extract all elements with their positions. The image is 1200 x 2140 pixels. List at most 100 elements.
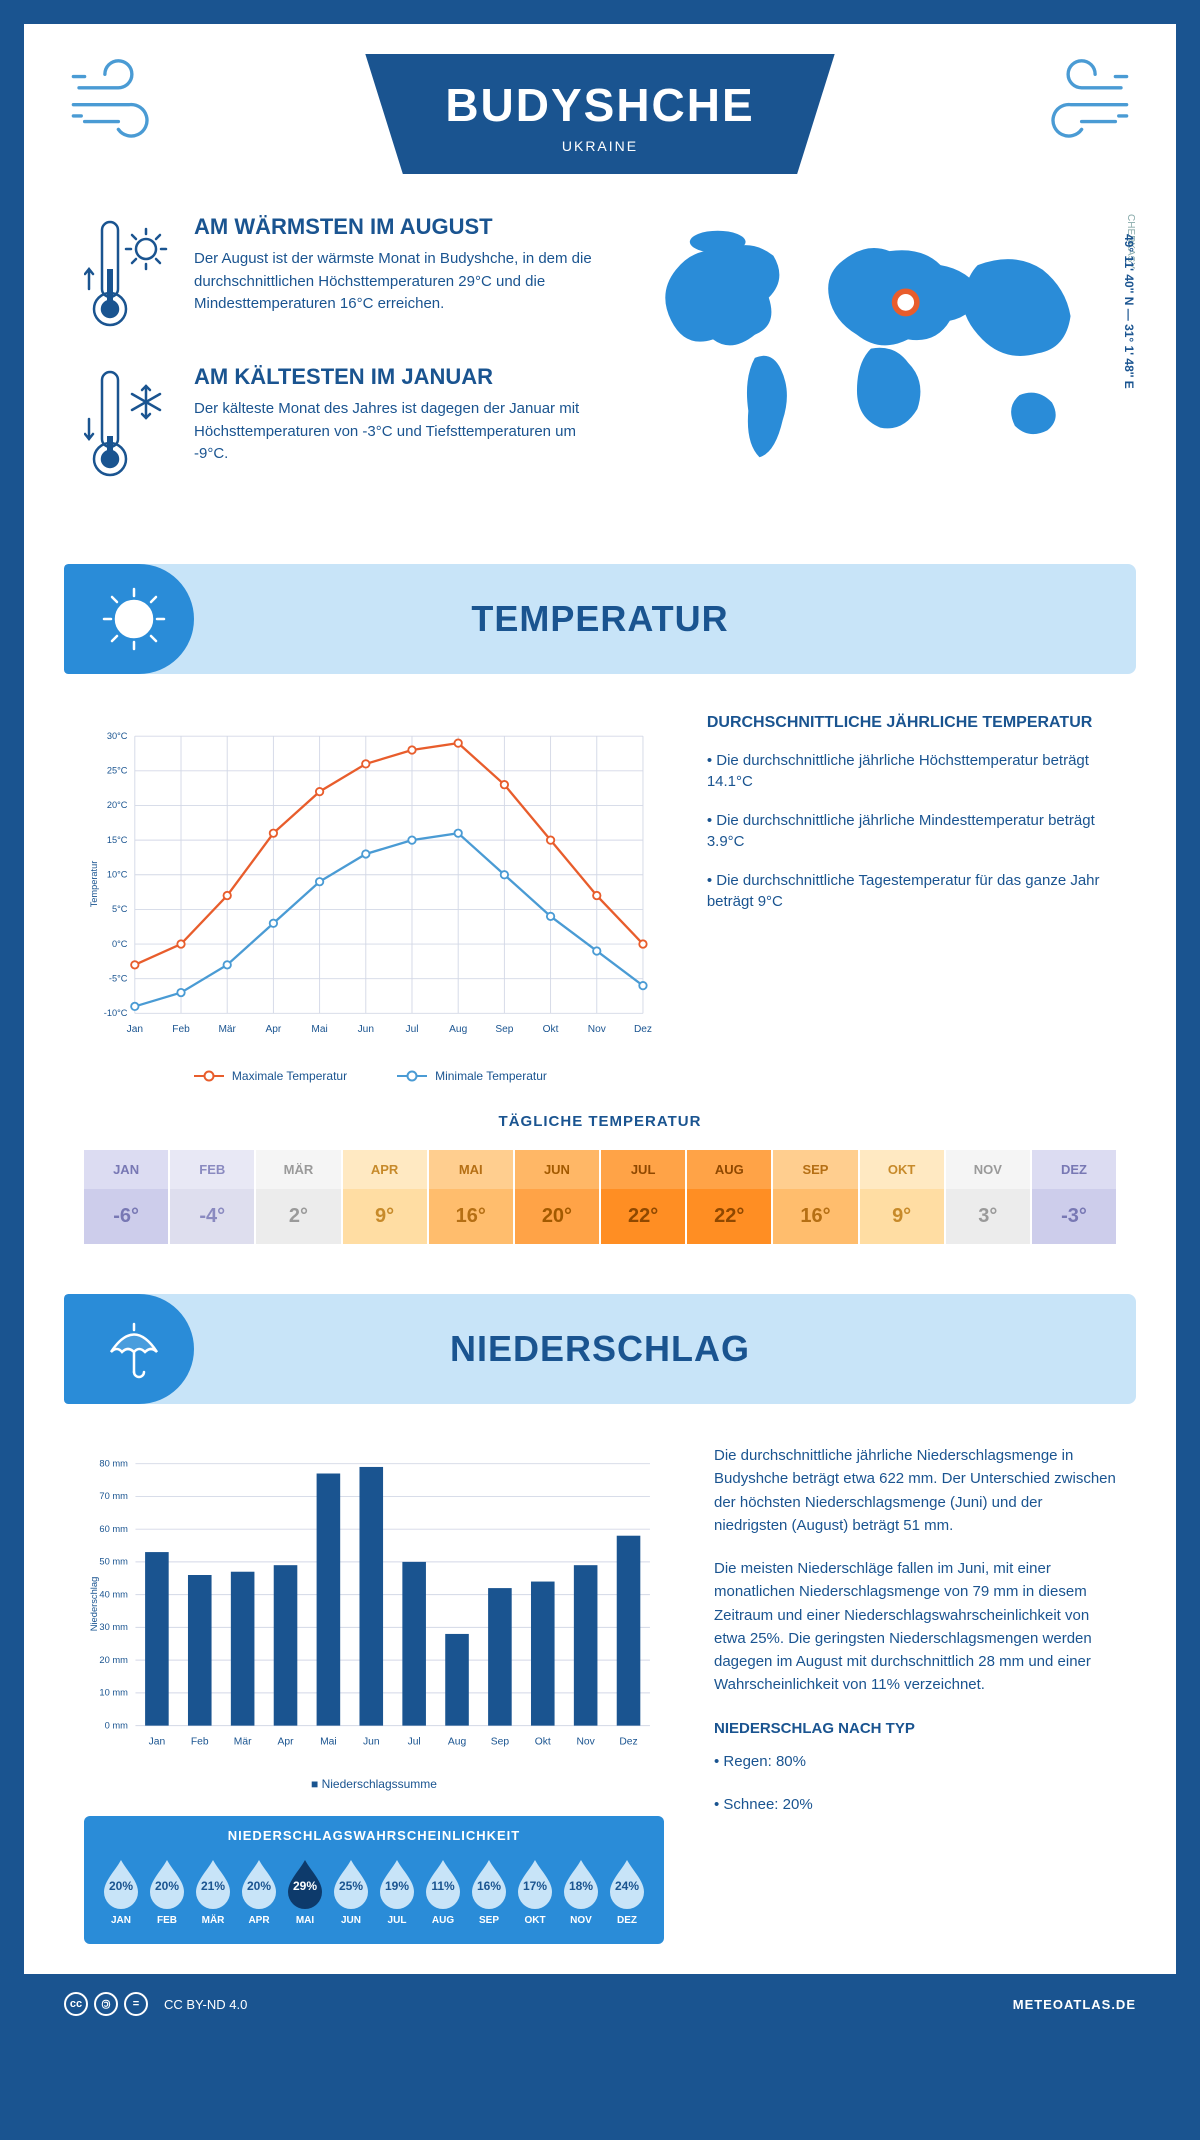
temp-facts-title: DURCHSCHNITTLICHE JÄHRLICHE TEMPERATUR (707, 714, 1116, 732)
svg-text:Mai: Mai (320, 1736, 337, 1747)
svg-text:Nov: Nov (577, 1736, 596, 1747)
temp-legend: Maximale Temperatur Minimale Temperatur (84, 1069, 657, 1083)
svg-text:Dez: Dez (634, 1024, 652, 1035)
probability-drop: 25%JUN (330, 1857, 372, 1926)
svg-text:Mai: Mai (311, 1024, 327, 1035)
svg-text:Jul: Jul (405, 1024, 418, 1035)
daily-temp-title: TÄGLICHE TEMPERATUR (84, 1113, 1116, 1130)
daily-temp-cell: JUL22° (601, 1150, 685, 1244)
svg-text:Jul: Jul (408, 1736, 421, 1747)
country-subtitle: UKRAINE (445, 138, 754, 154)
nd-icon: = (124, 1992, 148, 2016)
daily-temp-cell: OKT9° (860, 1150, 944, 1244)
cc-icon: cc (64, 1992, 88, 2016)
probability-drop: 20%FEB (146, 1857, 188, 1926)
probability-drop: 20%APR (238, 1857, 280, 1926)
svg-text:60 mm: 60 mm (99, 1524, 128, 1534)
temp-facts: DURCHSCHNITTLICHE JÄHRLICHE TEMPERATUR •… (707, 714, 1116, 1083)
svg-text:10°C: 10°C (107, 870, 128, 880)
svg-text:Mär: Mär (234, 1736, 252, 1747)
footer: cc 🄯 = CC BY-ND 4.0 METEOATLAS.DE (24, 1974, 1176, 2034)
svg-text:Okt: Okt (535, 1736, 551, 1747)
daily-temp-cell: MÄR2° (256, 1150, 340, 1244)
probability-drop: 18%NOV (560, 1857, 602, 1926)
daily-temp-cell: JAN-6° (84, 1150, 168, 1244)
precip-facts: Die durchschnittliche jährliche Niedersc… (714, 1444, 1116, 1944)
precip-legend: ■ Niederschlagssumme (84, 1777, 664, 1791)
precipitation-bar-chart: 0 mm10 mm20 mm30 mm40 mm50 mm60 mm70 mm8… (84, 1444, 664, 1764)
svg-text:Nov: Nov (588, 1024, 607, 1035)
temperature-banner: TEMPERATUR (64, 564, 1136, 674)
svg-text:Jun: Jun (363, 1736, 380, 1747)
license-block: cc 🄯 = CC BY-ND 4.0 (64, 1992, 247, 2016)
warmest-text: Der August ist der wärmste Monat in Budy… (194, 248, 604, 316)
title-block: BUDYSHCHE UKRAINE (365, 54, 834, 174)
svg-text:Temperatur: Temperatur (89, 861, 99, 908)
site-name: METEOATLAS.DE (1013, 1997, 1136, 2012)
svg-text:20 mm: 20 mm (99, 1655, 128, 1665)
temp-fact-3: • Die durchschnittliche Tagestemperatur … (707, 870, 1116, 912)
precip-para-1: Die durchschnittliche jährliche Niedersc… (714, 1444, 1116, 1537)
daily-temp-cell: SEP16° (773, 1150, 857, 1244)
daily-temp-cell: DEZ-3° (1032, 1150, 1116, 1244)
svg-text:Jan: Jan (149, 1736, 166, 1747)
svg-text:5°C: 5°C (112, 904, 128, 914)
probability-drop: 21%MÄR (192, 1857, 234, 1926)
svg-text:Jun: Jun (358, 1024, 374, 1035)
precipitation-probability-box: NIEDERSCHLAGSWAHRSCHEINLICHKEIT 20%JAN20… (84, 1816, 664, 1944)
probability-drop: 16%SEP (468, 1857, 510, 1926)
svg-text:40 mm: 40 mm (99, 1589, 128, 1599)
license-text: CC BY-ND 4.0 (164, 1997, 247, 2012)
svg-text:Sep: Sep (495, 1024, 513, 1035)
probability-drop: 20%JAN (100, 1857, 142, 1926)
svg-text:Feb: Feb (172, 1024, 190, 1035)
svg-text:30°C: 30°C (107, 731, 128, 741)
svg-text:Apr: Apr (265, 1024, 281, 1035)
by-icon: 🄯 (94, 1992, 118, 2016)
precip-type-2: • Schnee: 20% (714, 1793, 1116, 1816)
wind-icon-right (1016, 54, 1136, 144)
svg-text:Aug: Aug (448, 1736, 467, 1747)
precip-type-1: • Regen: 80% (714, 1750, 1116, 1773)
coldest-title: AM KÄLTESTEN IM JANUAR (194, 364, 604, 390)
precip-section-title: NIEDERSCHLAG (450, 1328, 750, 1370)
probability-drop: 11%AUG (422, 1857, 464, 1926)
svg-text:-5°C: -5°C (109, 973, 128, 983)
legend-max-label: Maximale Temperatur (232, 1069, 347, 1083)
svg-text:15°C: 15°C (107, 835, 128, 845)
svg-text:Feb: Feb (191, 1736, 209, 1747)
svg-text:Okt: Okt (543, 1024, 559, 1035)
temp-section-title: TEMPERATUR (471, 598, 728, 640)
daily-temp-table: TÄGLICHE TEMPERATUR JAN-6°FEB-4°MÄR2°APR… (24, 1113, 1176, 1274)
svg-text:80 mm: 80 mm (99, 1458, 128, 1468)
precipitation-banner: NIEDERSCHLAG (64, 1294, 1136, 1404)
city-title: BUDYSHCHE (445, 78, 754, 132)
coords-label: 49° 11' 40'' N — 31° 1' 48'' E (1122, 234, 1136, 389)
legend-min-label: Minimale Temperatur (435, 1069, 547, 1083)
umbrella-icon (64, 1294, 194, 1404)
intro-section: AM WÄRMSTEN IM AUGUST Der August ist der… (24, 184, 1176, 544)
svg-text:0 mm: 0 mm (105, 1720, 129, 1730)
temperature-line-chart: -10°C-5°C0°C5°C10°C15°C20°C25°C30°CJanFe… (84, 714, 657, 1054)
probability-drop: 29%MAI (284, 1857, 326, 1926)
svg-text:Sep: Sep (491, 1736, 510, 1747)
coldest-text: Der kälteste Monat des Jahres ist dagege… (194, 398, 604, 466)
precip-type-title: NIEDERSCHLAG NACH TYP (714, 1717, 1116, 1740)
svg-text:0°C: 0°C (112, 939, 128, 949)
probability-drop: 17%OKT (514, 1857, 556, 1926)
thermometer-sun-icon (84, 214, 174, 334)
svg-text:Niederschlag: Niederschlag (89, 1577, 99, 1632)
thermometer-snow-icon (84, 364, 174, 484)
daily-temp-cell: NOV3° (946, 1150, 1030, 1244)
svg-text:Apr: Apr (278, 1736, 295, 1747)
daily-temp-cell: AUG22° (687, 1150, 771, 1244)
svg-text:20°C: 20°C (107, 800, 128, 810)
daily-temp-cell: APR9° (343, 1150, 427, 1244)
svg-text:50 mm: 50 mm (99, 1557, 128, 1567)
world-map (644, 214, 1116, 474)
daily-temp-cell: FEB-4° (170, 1150, 254, 1244)
svg-text:10 mm: 10 mm (99, 1688, 128, 1698)
temp-fact-2: • Die durchschnittliche jährliche Mindes… (707, 810, 1116, 852)
svg-text:-10°C: -10°C (104, 1008, 128, 1018)
prob-title: NIEDERSCHLAGSWAHRSCHEINLICHKEIT (100, 1828, 648, 1843)
